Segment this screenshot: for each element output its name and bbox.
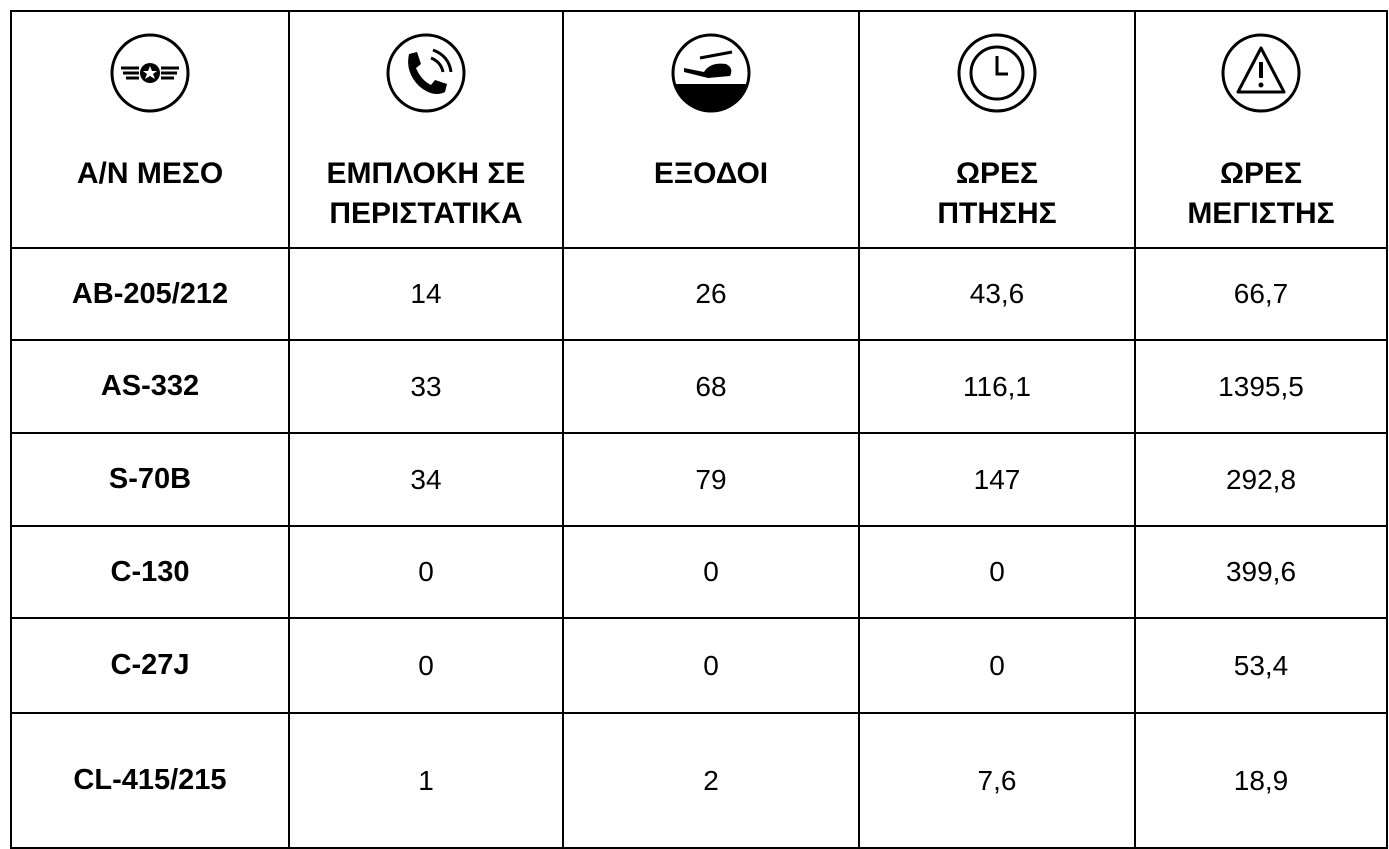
table-cell: 0: [858, 617, 1136, 714]
table-cell: 14: [288, 247, 564, 341]
table-cell: 116,1: [858, 339, 1136, 434]
header-label: ΕΞΟΔΟΙ: [653, 157, 769, 190]
phone-icon: [386, 33, 466, 113]
warning-icon: [1221, 33, 1301, 113]
table-cell: 147: [858, 432, 1136, 527]
table-row: C-130 0 0 0 399,6: [10, 525, 1388, 619]
table-cell: 7,6: [858, 712, 1136, 849]
header-label: ΕΜΠΛΟΚΗ ΣΕ ΠΕΡΙΣΤΑΤΙΚΑ: [326, 157, 526, 230]
aircraft-name: C-130: [10, 525, 290, 619]
aircraft-name: C-27J: [10, 617, 290, 714]
header-cell: ΕΜΠΛΟΚΗ ΣΕ ΠΕΡΙΣΤΑΤΙΚΑ: [288, 10, 564, 249]
table-cell: 0: [288, 617, 564, 714]
header-cell: ΩΡΕΣ ΜΕΓΙΣΤΗΣ: [1134, 10, 1388, 249]
table-cell: 53,4: [1134, 617, 1388, 714]
header-label: ΩΡΕΣ ΠΤΗΣΗΣ: [937, 157, 1057, 230]
table-body: AB-205/212 14 26 43,6 66,7 AS-332 33 68 116,1 139…: [10, 247, 1388, 849]
table-row: C-27J 0 0 0 53,4: [10, 617, 1388, 714]
table-cell: 2: [562, 712, 860, 849]
aircraft-name: CL-415/215: [10, 712, 290, 849]
table-cell: 292,8: [1134, 432, 1388, 527]
wings-icon: [110, 33, 190, 113]
table-cell: 33: [288, 339, 564, 434]
header-cell: ΩΡΕΣ ΠΤΗΣΗΣ: [858, 10, 1136, 249]
table-cell: 68: [562, 339, 860, 434]
table-row: S-70B 34 79 147 292,8: [10, 432, 1388, 527]
table-cell: 1395,5: [1134, 339, 1388, 434]
table-cell: 0: [288, 525, 564, 619]
table-cell: 1: [288, 712, 564, 849]
table-cell: 79: [562, 432, 860, 527]
table-cell: 34: [288, 432, 564, 527]
header-cell: Α/Ν ΜΕΣΟ: [10, 10, 290, 249]
aircraft-name: S-70B: [10, 432, 290, 527]
table-cell: 43,6: [858, 247, 1136, 341]
table-cell: 0: [562, 525, 860, 619]
table-cell: 0: [562, 617, 860, 714]
table-row: CL-415/215 1 2 7,6 18,9: [10, 712, 1388, 849]
aircraft-name: AB-205/212: [10, 247, 290, 341]
table-cell: 0: [858, 525, 1136, 619]
header-label: Α/Ν ΜΕΣΟ: [76, 157, 224, 190]
aircraft-name: AS-332: [10, 339, 290, 434]
helicopter-icon: [671, 33, 751, 113]
table-cell: 18,9: [1134, 712, 1388, 849]
table-row: AS-332 33 68 116,1 1395,5: [10, 339, 1388, 434]
header-cell: ΕΞΟΔΟΙ: [562, 10, 860, 249]
clock-icon: [957, 33, 1037, 113]
header-row: Α/Ν ΜΕΣΟ ΕΜΠΛΟΚΗ ΣΕ ΠΕΡΙΣΤΑΤΙΚΑ ΕΞΟΔΟΙ: [10, 10, 1388, 249]
aircraft-table: Α/Ν ΜΕΣΟ ΕΜΠΛΟΚΗ ΣΕ ΠΕΡΙΣΤΑΤΙΚΑ ΕΞΟΔΟΙ: [10, 10, 1388, 849]
table-row: AB-205/212 14 26 43,6 66,7: [10, 247, 1388, 341]
table-cell: 399,6: [1134, 525, 1388, 619]
header-label: ΩΡΕΣ ΜΕΓΙΣΤΗΣ: [1187, 157, 1335, 230]
table-cell: 26: [562, 247, 860, 341]
table-cell: 66,7: [1134, 247, 1388, 341]
